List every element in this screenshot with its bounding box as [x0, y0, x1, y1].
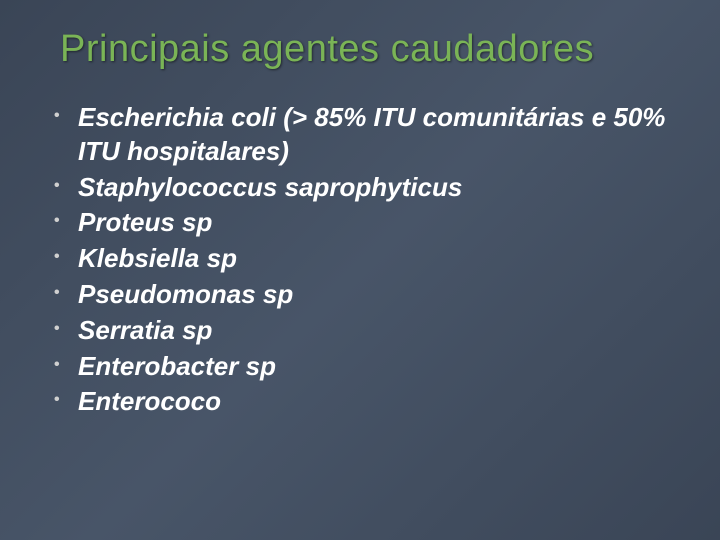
list-item: Pseudomonas sp	[50, 278, 680, 312]
slide-title: Principais agentes caudadores	[60, 28, 680, 71]
list-item: Escherichia coli (> 85% ITU comunitárias…	[50, 101, 680, 169]
list-item: Enterobacter sp	[50, 350, 680, 384]
list-item: Klebsiella sp	[50, 242, 680, 276]
list-item: Proteus sp	[50, 206, 680, 240]
list-item: Staphylococcus saprophyticus	[50, 171, 680, 205]
list-item: Serratia sp	[50, 314, 680, 348]
list-item: Enterococo	[50, 385, 680, 419]
bullet-list: Escherichia coli (> 85% ITU comunitárias…	[40, 101, 680, 419]
